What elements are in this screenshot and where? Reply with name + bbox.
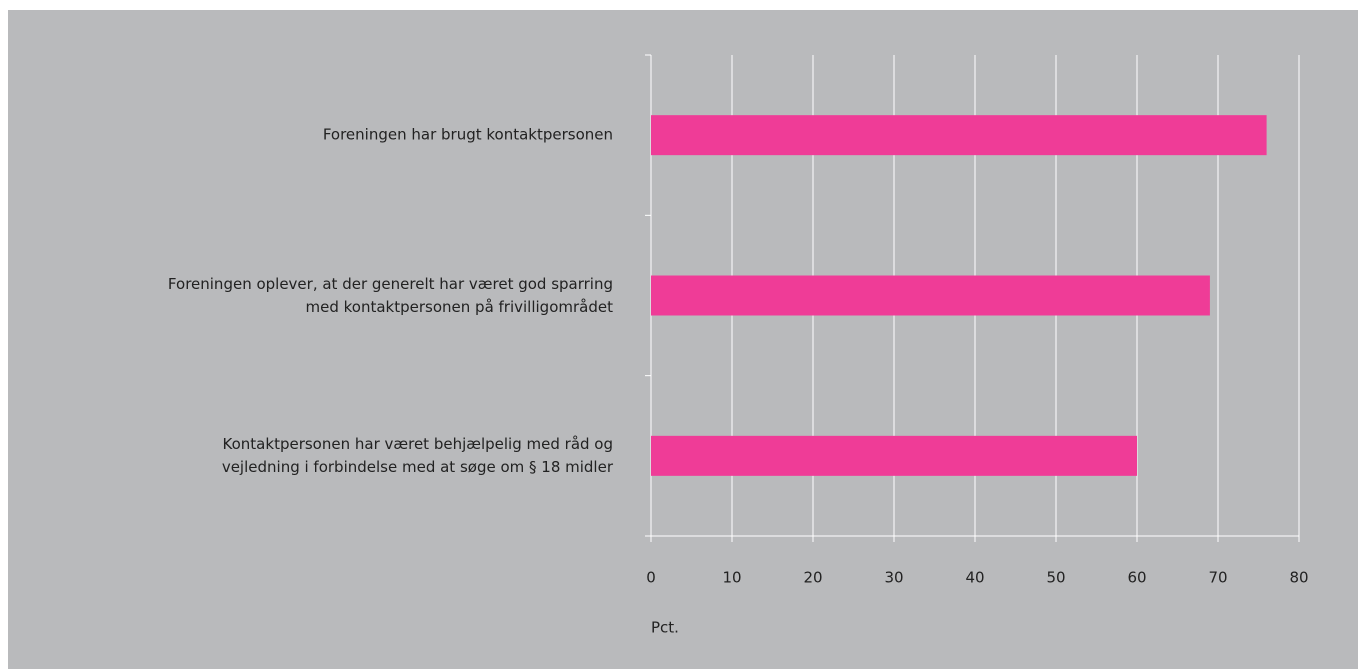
x-tick-label: 10: [722, 569, 741, 587]
x-tick-label: 30: [884, 569, 903, 587]
category-label: Foreningen har brugt kontaktpersonen: [322, 125, 613, 144]
bar: [651, 115, 1267, 156]
x-tick-label: 40: [965, 569, 984, 587]
x-tick-label: 20: [803, 569, 822, 587]
x-tick-label: 0: [646, 569, 656, 587]
x-tick-label: 50: [1046, 569, 1065, 587]
x-tick-label: 80: [1289, 569, 1308, 587]
bar: [651, 275, 1210, 316]
category-label: Foreningen oplever, at der generelt har …: [167, 274, 613, 316]
x-tick-label: 70: [1208, 569, 1227, 587]
x-tick-label: 60: [1127, 569, 1146, 587]
bar: [651, 435, 1137, 476]
x-axis-label: Pct.: [651, 619, 679, 637]
category-label: Kontaktpersonen har været behjælpelig me…: [221, 434, 613, 476]
